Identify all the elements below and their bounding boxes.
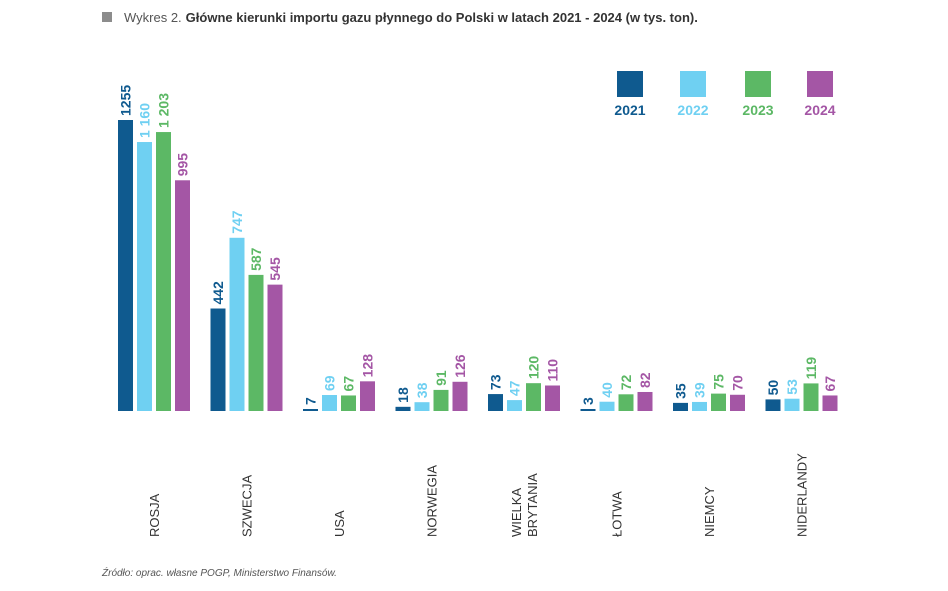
legend-item: 2022 [677, 71, 709, 118]
bar [692, 401, 707, 411]
data-label: 72 [618, 375, 634, 391]
bar [248, 274, 264, 411]
data-label: 82 [637, 372, 653, 388]
data-label: 3 [580, 397, 596, 405]
bar [599, 401, 615, 411]
data-label: 39 [692, 382, 708, 398]
bar [507, 400, 522, 411]
legend-swatch [617, 71, 643, 97]
data-label: 1 203 [156, 93, 172, 128]
legend-item: 2021 [614, 71, 646, 118]
data-label: 53 [784, 379, 800, 395]
data-label: 120 [526, 356, 542, 380]
chart-title-row: Wykres 2. Główne kierunki importu gazu p… [102, 8, 698, 26]
category-label: SZWECJA [240, 475, 255, 537]
legend-item: 2024 [804, 71, 836, 118]
bar [322, 395, 337, 411]
bar [360, 381, 375, 411]
data-label: 995 [175, 153, 191, 177]
data-label: 18 [395, 387, 411, 403]
data-label: 35 [673, 383, 689, 399]
bar [452, 381, 468, 411]
bar [784, 398, 800, 411]
data-label: 442 [210, 281, 226, 305]
category-label: ŁOTWA [610, 491, 625, 537]
data-label: 50 [765, 380, 781, 396]
data-label: 1255 [118, 85, 134, 116]
bar [673, 402, 688, 411]
bar [637, 391, 653, 411]
category-label: NORWEGIA [425, 465, 440, 537]
bar [545, 385, 560, 411]
data-label: 47 [507, 380, 523, 396]
data-label: 67 [822, 376, 838, 392]
category-label: NIDERLANDY [795, 453, 810, 537]
category-label: NIEMCY [702, 486, 717, 537]
bar [803, 383, 819, 411]
category-label: USA [332, 510, 347, 537]
data-label: 747 [229, 210, 245, 234]
bar [267, 284, 283, 411]
data-label: 40 [599, 382, 615, 398]
data-label: 70 [730, 375, 746, 391]
bar [765, 399, 781, 411]
bar [526, 383, 541, 411]
legend-label: 2022 [677, 102, 708, 118]
data-label: 545 [267, 257, 283, 281]
data-label: 91 [433, 370, 449, 386]
category-label: BRYTANIA [525, 473, 540, 537]
bar [156, 132, 171, 411]
bar [414, 402, 430, 411]
bar [433, 389, 449, 411]
data-label: 38 [414, 382, 430, 398]
bar [822, 395, 838, 411]
bar [395, 406, 411, 411]
bar [210, 308, 226, 411]
data-label: 128 [360, 354, 376, 378]
bar [580, 409, 596, 411]
bar-group: 340 72 82 ŁOTWA [580, 372, 653, 537]
chart-title-prefix: Wykres 2. [124, 9, 182, 25]
bar [730, 394, 745, 411]
source-note: Źródło: oprac. własne POGP, Ministerstwo… [102, 568, 337, 579]
title-square-icon [102, 12, 112, 22]
legend-label: 2023 [742, 102, 773, 118]
data-label: 69 [322, 375, 338, 391]
chart-title: Główne kierunki importu gazu płynnego do… [185, 9, 698, 25]
data-label: 587 [248, 247, 264, 271]
data-label: 7 [303, 397, 319, 405]
data-label: 1 160 [137, 103, 153, 138]
data-label: 119 [803, 357, 819, 380]
data-label: 67 [341, 376, 357, 392]
legend-label: 2024 [804, 102, 835, 118]
category-label: ROSJA [147, 493, 162, 537]
bar [618, 394, 634, 411]
data-label: 110 [545, 359, 561, 382]
bar [341, 395, 356, 411]
category-label: WIELKA [509, 488, 524, 537]
bar [711, 393, 726, 411]
legend-swatch [807, 71, 833, 97]
bar [175, 180, 190, 411]
bar [303, 409, 318, 411]
legend-swatch [680, 71, 706, 97]
legend-label: 2021 [614, 102, 645, 118]
legend-item: 2023 [742, 71, 774, 118]
data-label: 73 [488, 374, 504, 390]
data-label: 126 [452, 354, 468, 378]
data-label: 75 [711, 374, 727, 390]
legend-swatch [745, 71, 771, 97]
bar [229, 237, 245, 411]
bar [137, 142, 152, 411]
bar [118, 120, 133, 411]
bar [488, 394, 503, 411]
